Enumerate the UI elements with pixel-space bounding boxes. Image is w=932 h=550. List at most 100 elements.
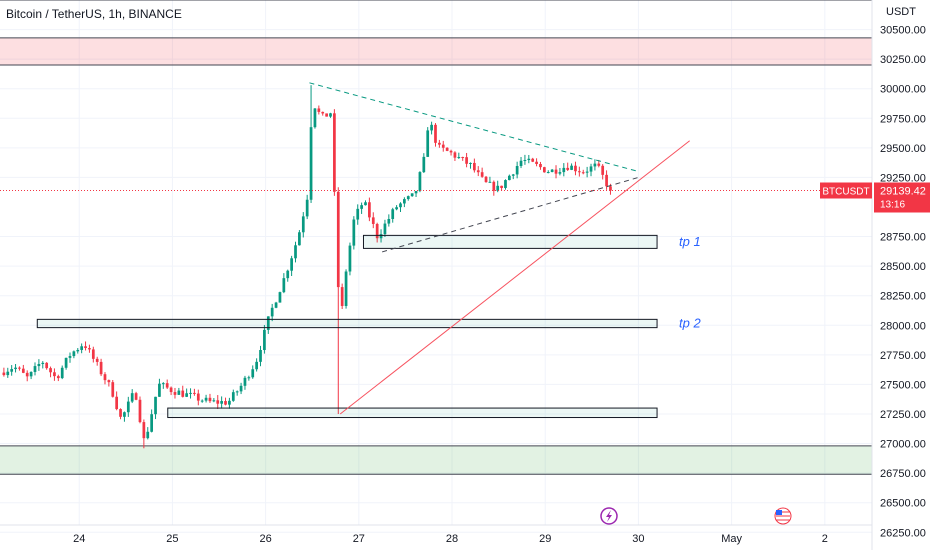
candle <box>535 158 538 167</box>
candle <box>422 153 426 174</box>
candle <box>546 170 550 174</box>
candle-body <box>609 186 612 191</box>
last-price-badge <box>874 182 930 213</box>
candle-body <box>383 223 387 235</box>
candle-body <box>410 193 414 197</box>
candle-body <box>418 172 422 192</box>
candle-body <box>445 147 449 151</box>
candle-body <box>422 156 426 173</box>
candle-body <box>228 400 231 405</box>
price-tick-label: 27750.00 <box>880 350 926 362</box>
candle <box>375 222 379 243</box>
candle-body <box>309 127 313 200</box>
candle <box>585 166 589 178</box>
candle-body <box>251 369 255 378</box>
candle-body <box>88 348 91 350</box>
candle-body <box>212 400 216 402</box>
candle <box>6 367 10 378</box>
candle-body <box>68 356 72 358</box>
candle-body <box>453 152 457 158</box>
candle <box>41 361 45 369</box>
candle-body <box>449 150 453 153</box>
time-tick-label: 28 <box>446 533 458 545</box>
candle <box>476 166 480 177</box>
candle <box>161 382 165 389</box>
candle <box>500 185 503 191</box>
candle <box>53 368 56 381</box>
candle-body <box>605 174 608 187</box>
candle-body <box>193 392 196 394</box>
candle-body <box>581 172 585 174</box>
candle <box>72 350 76 359</box>
candle-body <box>321 111 325 114</box>
candle <box>181 385 185 398</box>
price-tick-label: 29750.00 <box>880 113 926 125</box>
candle <box>340 283 344 310</box>
candle <box>438 139 441 148</box>
candle-body <box>64 357 68 368</box>
drawings: tp 1 tp 2 <box>0 82 872 419</box>
candle <box>531 157 535 163</box>
candle <box>550 168 554 173</box>
candle <box>134 391 138 401</box>
candle <box>220 396 223 409</box>
candle-body <box>91 349 95 359</box>
candle-body <box>189 392 192 394</box>
resistance-zone <box>0 37 872 66</box>
candle <box>45 362 49 370</box>
candle <box>274 301 278 309</box>
candle <box>204 394 208 403</box>
candle <box>263 325 266 354</box>
candle-body <box>274 302 278 308</box>
candle <box>515 161 519 179</box>
candle <box>364 200 367 206</box>
candle <box>189 388 192 399</box>
candle-body <box>535 161 538 165</box>
candle <box>449 149 453 156</box>
candle <box>426 127 430 157</box>
candle-body <box>484 176 488 183</box>
candle <box>336 187 340 414</box>
candle <box>18 366 21 371</box>
candle-body <box>286 270 290 279</box>
lightning-icon-bolt <box>606 510 612 522</box>
candle-body <box>208 397 212 402</box>
candle-body <box>10 369 14 372</box>
candle-body <box>76 349 80 352</box>
candle <box>453 151 457 161</box>
candle <box>441 140 445 152</box>
candle <box>294 241 297 263</box>
candle-body <box>480 172 484 177</box>
candle-body <box>138 399 142 423</box>
candle-body <box>150 414 154 432</box>
candle <box>570 163 573 171</box>
candle <box>601 164 605 180</box>
candle <box>527 154 531 164</box>
candle-body <box>387 218 391 224</box>
candle <box>278 291 282 303</box>
candle-body <box>465 157 468 164</box>
candle-body <box>45 362 49 369</box>
candle <box>329 112 332 118</box>
candle <box>383 219 387 237</box>
candle <box>457 152 461 159</box>
price-badge[interactable]: BTCUSDT 29139.42 13:16 <box>820 182 930 213</box>
candle-body <box>99 361 103 375</box>
price-zones <box>0 0 872 475</box>
time-tick-label: 24 <box>73 533 85 545</box>
candle-body <box>406 196 410 200</box>
candle-body <box>111 382 115 397</box>
candle <box>356 204 360 225</box>
candle <box>430 121 433 135</box>
candle <box>371 212 375 229</box>
candle <box>212 398 216 403</box>
candle <box>589 163 593 177</box>
candle <box>91 346 95 363</box>
lightning-event-icon[interactable] <box>600 507 618 525</box>
candle-body <box>123 412 126 417</box>
us-flag-event-icon[interactable] <box>774 507 792 525</box>
candle-body <box>231 392 235 401</box>
candle <box>313 108 317 129</box>
